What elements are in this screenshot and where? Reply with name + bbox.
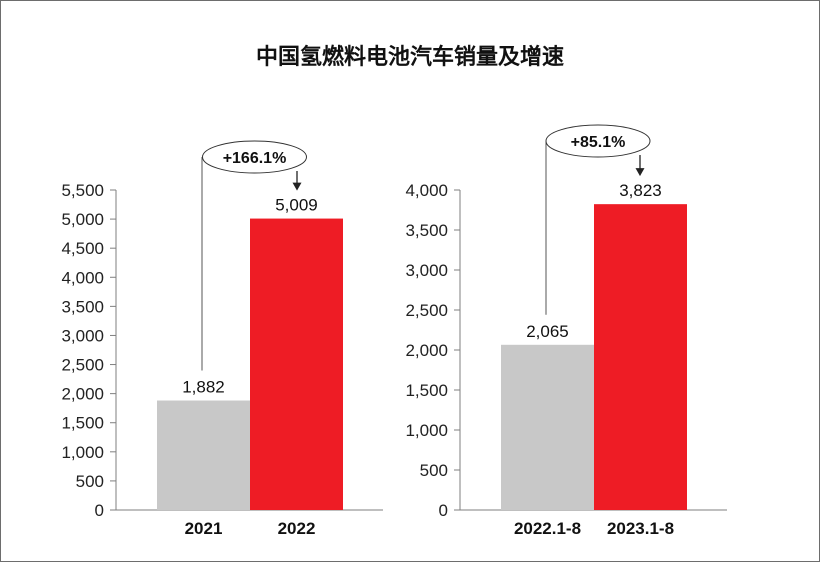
y-tick-label: 2,500 — [405, 301, 448, 320]
bar-2022 — [250, 218, 343, 511]
bar-2023.1-8 — [594, 204, 687, 510]
data-label: 5,009 — [275, 196, 318, 215]
y-tick-label: 3,500 — [405, 221, 448, 240]
growth-ellipse — [202, 140, 307, 174]
x-category-label: 2021 — [185, 519, 223, 538]
x-category-label: 2022 — [278, 519, 316, 538]
growth-rate-label: +85.1% — [571, 134, 626, 151]
y-tick-label: 1,000 — [61, 443, 104, 462]
y-tick-label: 0 — [439, 501, 448, 520]
y-tick-label: 5,500 — [61, 181, 104, 200]
bar-2021 — [157, 400, 250, 510]
growth-ellipse — [545, 124, 651, 158]
y-tick-label: 500 — [420, 461, 448, 480]
y-tick-label: 4,500 — [61, 239, 104, 258]
y-tick-label: 2,500 — [61, 356, 104, 375]
y-tick-label: 4,000 — [405, 181, 448, 200]
data-label: 2,065 — [526, 322, 569, 341]
y-tick-label: 3,000 — [61, 326, 104, 345]
chart-panel-1: 0 500 1,000 1,500 2,000 2,500 3,000 3,500 4,000 4… — [61, 140, 383, 538]
growth-rate-label: +166.1% — [223, 150, 287, 167]
growth-arrow-head — [635, 168, 645, 177]
bar-2022.1-8 — [501, 344, 594, 510]
y-tick-label: 5,000 — [61, 210, 104, 229]
data-label: 3,823 — [619, 181, 662, 200]
y-tick-label: 500 — [76, 472, 104, 491]
y-tick-label: 1,500 — [405, 381, 448, 400]
y-tick-label: 4,000 — [61, 268, 104, 287]
data-label: 1,882 — [182, 378, 225, 397]
x-category-label: 2022.1-8 — [514, 519, 581, 538]
y-tick-label: 2,000 — [405, 341, 448, 360]
y-tick-label: 1,500 — [61, 414, 104, 433]
y-tick-label: 1,000 — [405, 421, 448, 440]
x-category-label: 2023.1-8 — [607, 519, 674, 538]
growth-arrow-head — [292, 182, 302, 191]
y-tick-label: 3,500 — [61, 297, 104, 316]
y-tick-label: 2,000 — [61, 385, 104, 404]
chart-title: 中国氢燃料电池汽车销量及增速 — [256, 44, 564, 70]
y-tick-label: 3,000 — [405, 261, 448, 280]
y-tick-label: 0 — [95, 501, 104, 520]
chart-panel-2: 0 500 1,000 1,500 2,000 2,500 3,000 3,500 4,000 2… — [405, 124, 727, 538]
